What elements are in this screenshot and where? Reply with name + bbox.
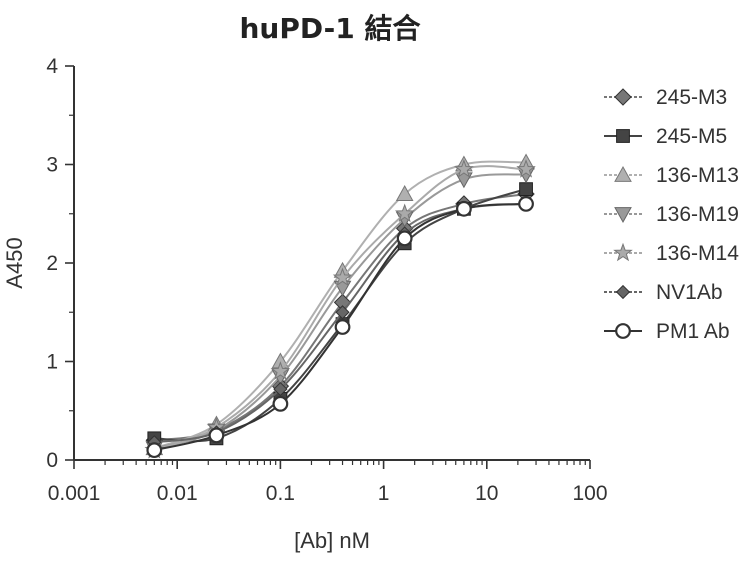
legend: 245-M3 245-M5 136-M13 136-M19 136-M14 NV1Ab PM…	[604, 86, 739, 343]
data-point-marker	[615, 244, 632, 260]
series-layer	[146, 155, 535, 458]
x-axis-label: [Ab] nM	[294, 528, 370, 553]
data-point-marker	[398, 232, 412, 246]
legend-item: 245-M5	[604, 125, 727, 148]
legend-item: 136-M14	[604, 242, 739, 265]
x-ticks: 0.001 0.01 0.1 1 10 100	[48, 460, 608, 505]
data-point-marker	[336, 320, 350, 334]
axes	[74, 66, 590, 460]
x-tick-label: 0.01	[157, 482, 198, 505]
data-point-marker	[148, 443, 162, 457]
legend-label: 136-M13	[656, 164, 739, 187]
data-point-marker	[520, 183, 533, 196]
legend-label: NV1Ab	[656, 281, 723, 304]
series-pm1-ab	[148, 197, 533, 457]
legend-label: 245-M5	[656, 125, 727, 148]
data-point-marker	[456, 173, 472, 187]
data-point-marker	[615, 89, 631, 105]
legend-item: 136-M13	[604, 164, 739, 187]
y-tick-label: 1	[46, 351, 58, 374]
data-point-marker	[210, 429, 224, 443]
y-ticks: 0 1 2 3 4	[46, 55, 74, 472]
x-tick-label: 100	[572, 482, 607, 505]
data-point-marker	[274, 397, 288, 411]
y-tick-label: 4	[46, 55, 58, 78]
chart-title: huPD-1 結合	[239, 12, 421, 45]
legend-item: 136-M19	[604, 203, 739, 226]
x-tick-label: 10	[475, 482, 498, 505]
legend-label: 136-M19	[656, 203, 739, 226]
x-tick-label: 0.1	[266, 482, 295, 505]
data-point-marker	[617, 286, 630, 299]
legend-label: 136-M14	[656, 242, 739, 265]
legend-item: PM1 Ab	[604, 320, 730, 343]
data-point-marker	[519, 197, 533, 211]
legend-item: NV1Ab	[604, 281, 723, 304]
legend-label: 245-M3	[656, 86, 727, 109]
y-tick-label: 0	[46, 449, 58, 472]
x-tick-label: 1	[378, 482, 390, 505]
series-line	[154, 194, 526, 440]
y-tick-label: 2	[46, 252, 58, 275]
x-tick-label: 0.001	[48, 482, 101, 505]
data-point-marker	[615, 208, 631, 222]
data-point-marker	[616, 324, 630, 338]
data-point-marker	[615, 167, 631, 181]
y-axis-label: A450	[2, 237, 27, 288]
legend-label: PM1 Ab	[656, 320, 730, 343]
data-point-marker	[617, 130, 630, 143]
data-point-marker	[457, 202, 471, 216]
legend-item: 245-M3	[604, 86, 727, 109]
y-tick-label: 3	[46, 154, 58, 177]
